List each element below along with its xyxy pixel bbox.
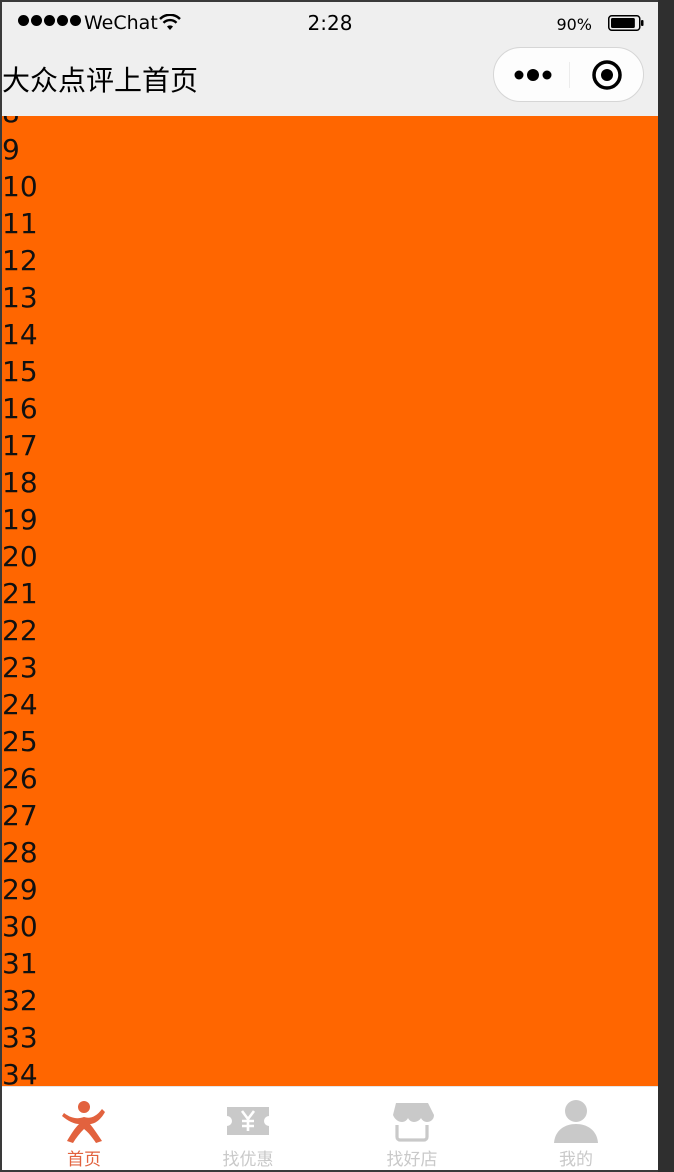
- list-item: 8: [2, 116, 38, 131]
- list-item: 22: [2, 614, 38, 647]
- list-item: 26: [2, 762, 38, 795]
- list-item: 21: [2, 577, 38, 610]
- carrier-name: WeChat: [84, 12, 158, 34]
- coupon-yen-icon: [227, 1107, 269, 1135]
- list-item: 15: [2, 355, 38, 388]
- user-icon: [554, 1100, 598, 1143]
- tab-label: 首页: [67, 1150, 101, 1170]
- tab-coupons[interactable]: 找优惠: [166, 1087, 330, 1170]
- list-item: 27: [2, 799, 38, 832]
- wifi-icon: [159, 14, 181, 30]
- tab-label: 找好店: [386, 1150, 438, 1170]
- list-item: 34: [2, 1058, 38, 1086]
- list-item: 29: [2, 873, 38, 906]
- capsule-divider: [569, 62, 570, 88]
- battery-percent: 90%: [556, 15, 592, 34]
- list-item: 28: [2, 836, 38, 869]
- list-item: 13: [2, 281, 38, 314]
- list-item: 25: [2, 725, 38, 758]
- phone-screen: WeChat 2:28 90% 大众点评上首页: [2, 2, 658, 1170]
- tab-label: 我的: [559, 1150, 593, 1170]
- more-dots-icon[interactable]: [514, 66, 554, 84]
- battery-icon: [608, 15, 644, 31]
- store-icon: [393, 1103, 434, 1142]
- list-item: 20: [2, 540, 38, 573]
- page-title: 大众点评上首页: [2, 64, 199, 97]
- window-frame-edge: [658, 0, 674, 1172]
- list-item: 24: [2, 688, 38, 721]
- tab-home[interactable]: 首页: [2, 1087, 166, 1170]
- list-item: 14: [2, 318, 38, 351]
- list-item: 9: [2, 133, 20, 166]
- target-close-icon[interactable]: [591, 59, 623, 91]
- navigation-bar: 大众点评上首页: [2, 46, 658, 116]
- miniprogram-capsule: [493, 47, 644, 102]
- list-item: 10: [2, 170, 38, 203]
- tab-stores[interactable]: 找好店: [330, 1087, 494, 1170]
- tab-bar: 首页 找优惠 找好店 我的: [2, 1086, 658, 1170]
- list-item: 33: [2, 1021, 38, 1054]
- list-item: 17: [2, 429, 38, 462]
- list-item: 31: [2, 947, 38, 980]
- status-time: 2:28: [307, 11, 353, 35]
- home-figure-icon: [62, 1101, 105, 1143]
- list-item: 18: [2, 466, 38, 499]
- list-item: 19: [2, 503, 38, 536]
- list-item: 32: [2, 984, 38, 1017]
- list-item: 12: [2, 244, 38, 277]
- status-bar: WeChat 2:28 90%: [2, 2, 658, 46]
- signal-dots-icon: [18, 15, 81, 26]
- scroll-content[interactable]: 8 9 10 11 12 13 14 15 16 17 18 19 20 21 22 23 24 25 26 27 28…: [2, 116, 658, 1086]
- tab-profile[interactable]: 我的: [494, 1087, 658, 1170]
- list-item: 30: [2, 910, 38, 943]
- list-item: 11: [2, 207, 38, 240]
- number-list: 8 9 10 11 12 13 14 15 16 17 18 19 20 21 22 23 24 25 26 27 28…: [2, 116, 38, 1086]
- list-item: 16: [2, 392, 38, 425]
- tab-label: 找优惠: [222, 1150, 274, 1170]
- list-item: 23: [2, 651, 38, 684]
